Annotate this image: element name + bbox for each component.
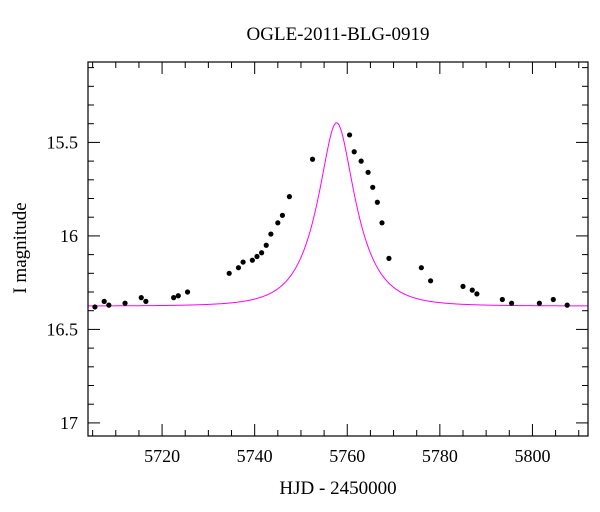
data-point bbox=[358, 158, 364, 164]
data-point bbox=[536, 300, 542, 306]
data-point bbox=[259, 250, 265, 256]
chart-title: OGLE-2011-BLG-0919 bbox=[247, 24, 430, 45]
x-tick-label: 5760 bbox=[329, 446, 365, 466]
data-point bbox=[122, 300, 128, 306]
data-point bbox=[474, 291, 480, 297]
x-tick-label: 5720 bbox=[144, 446, 180, 466]
x-axis-label: HJD - 2450000 bbox=[279, 478, 396, 499]
y-axis-label: I magnitude bbox=[10, 202, 31, 293]
data-point bbox=[92, 304, 98, 310]
data-point bbox=[386, 255, 392, 261]
data-point bbox=[564, 302, 570, 308]
data-point bbox=[101, 298, 107, 304]
data-point bbox=[418, 265, 424, 271]
data-point bbox=[138, 295, 144, 301]
x-tick-label: 5780 bbox=[422, 446, 458, 466]
data-point bbox=[184, 289, 191, 295]
data-point bbox=[286, 194, 292, 200]
axis-tick-labels: 5720 5740 5760 5780 5800 15.5 16 16.5 17 bbox=[47, 132, 551, 466]
data-point bbox=[143, 298, 149, 304]
data-point bbox=[427, 278, 434, 284]
data-point bbox=[351, 149, 357, 155]
data-point bbox=[235, 265, 242, 271]
y-tick-label: 16 bbox=[60, 226, 78, 246]
data-point bbox=[509, 300, 515, 306]
data-point bbox=[469, 287, 475, 293]
data-point bbox=[279, 212, 286, 218]
data-point bbox=[499, 296, 505, 303]
data-point bbox=[175, 293, 181, 299]
data-point bbox=[309, 156, 316, 162]
data-point bbox=[240, 259, 246, 265]
data-point bbox=[254, 253, 260, 260]
x-tick-label: 5800 bbox=[514, 446, 550, 466]
y-tick-label: 16.5 bbox=[47, 319, 79, 339]
axis-ticks bbox=[88, 62, 588, 436]
data-point bbox=[374, 199, 380, 205]
data-point bbox=[346, 132, 353, 138]
data-point bbox=[171, 295, 177, 301]
model-curve bbox=[88, 122, 588, 307]
data-point bbox=[460, 283, 466, 289]
plot-frame bbox=[87, 61, 589, 437]
data-point bbox=[275, 220, 281, 226]
x-tick-label: 5740 bbox=[237, 446, 273, 466]
data-point bbox=[365, 169, 371, 175]
data-points bbox=[92, 132, 570, 310]
data-point bbox=[106, 302, 112, 308]
data-point bbox=[379, 220, 385, 226]
y-tick-label: 17 bbox=[60, 413, 78, 433]
data-point bbox=[370, 184, 376, 190]
data-point bbox=[550, 296, 556, 303]
data-point bbox=[268, 231, 274, 237]
data-point bbox=[226, 270, 232, 276]
data-point bbox=[249, 257, 255, 263]
y-tick-label: 15.5 bbox=[47, 132, 79, 152]
data-point bbox=[263, 242, 269, 248]
